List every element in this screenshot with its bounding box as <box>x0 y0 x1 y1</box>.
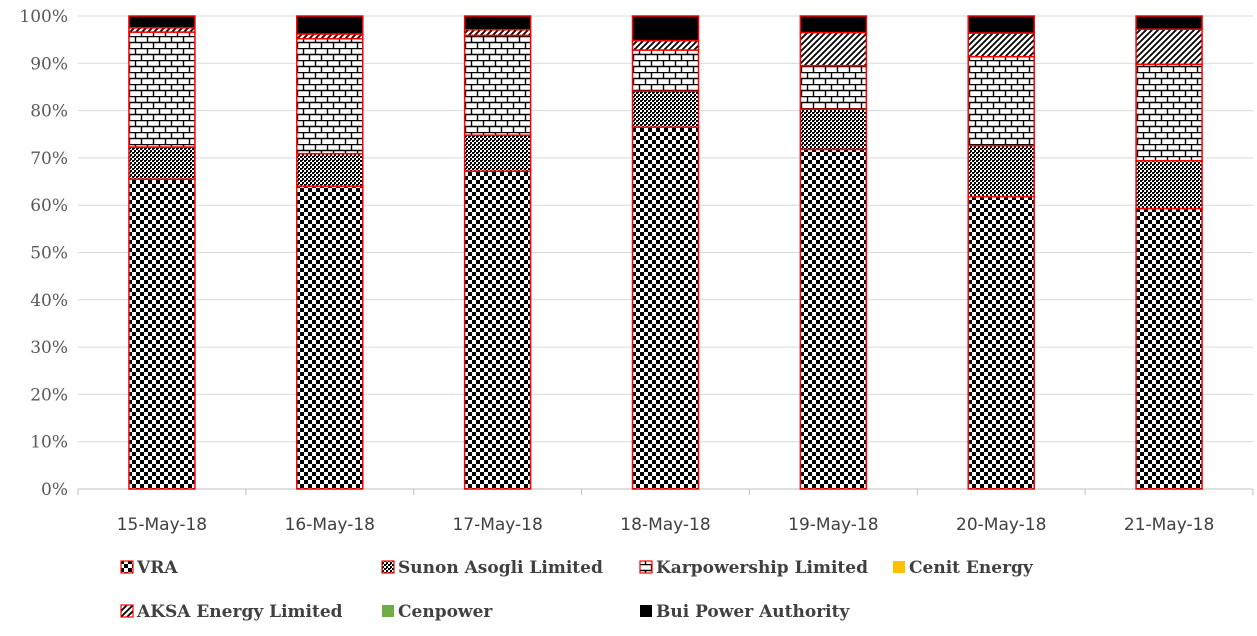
legend-label: Cenit Energy <box>909 558 1034 578</box>
bar-segment-karpowership-limited <box>296 37 364 155</box>
y-tick-label: 30% <box>30 338 68 358</box>
bar-segment-bui-power-authority <box>463 15 532 31</box>
bar-segment-vra <box>967 195 1035 490</box>
legend-swatch <box>381 560 395 574</box>
y-tick-label: 40% <box>30 291 68 311</box>
bar-segment-karpowership-limited <box>799 64 868 110</box>
bar-segment-sunon-asogli-limited <box>463 134 532 172</box>
y-tick-label: 60% <box>30 196 68 216</box>
x-tick-label: 19-May-18 <box>788 515 878 535</box>
legend-swatch <box>639 560 653 574</box>
bar-segment-karpowership-limited <box>967 55 1035 147</box>
bar-segment-sunon-asogli-limited <box>128 146 196 180</box>
x-tick-label: 21-May-18 <box>1124 515 1214 535</box>
bar-segment-sunon-asogli-limited <box>631 90 700 128</box>
x-tick-label: 17-May-18 <box>452 515 542 535</box>
bar-segment-vra <box>631 126 700 490</box>
bar-segment-karpowership-limited <box>1135 63 1203 162</box>
y-tick-label: 70% <box>30 149 68 169</box>
legend-swatch <box>120 560 134 574</box>
legend-label: Bui Power Authority <box>656 602 850 622</box>
bar-segment-aksa-energy-limited <box>631 39 700 51</box>
bar-segment-karpowership-limited <box>631 49 700 92</box>
x-tick-label: 20-May-18 <box>956 515 1046 535</box>
bar-segment-bui-power-authority <box>128 15 196 29</box>
legend-swatch <box>120 604 134 618</box>
legend-swatch <box>640 605 652 617</box>
y-tick-label: 80% <box>30 102 68 122</box>
bar-segment-aksa-energy-limited <box>799 31 868 67</box>
bar-segment-bui-power-authority <box>799 15 868 34</box>
y-tick-label: 20% <box>30 385 68 405</box>
legend-item-cenpower[interactable]: Cenpower <box>382 602 493 622</box>
bar-segment-bui-power-authority <box>631 15 700 42</box>
bar-segment-bui-power-authority <box>967 15 1035 34</box>
bar-segment-vra <box>1135 207 1203 490</box>
legend-item-cenit-energy[interactable]: Cenit Energy <box>893 558 1034 578</box>
bar-segment-karpowership-limited <box>463 34 532 136</box>
legend-item-vra[interactable]: VRA <box>120 558 178 578</box>
legend-item-aksa-energy-limited[interactable]: AKSA Energy Limited <box>120 602 343 622</box>
legend-label: Cenpower <box>398 602 493 622</box>
legend-swatch <box>893 561 905 573</box>
y-axis-ticks: 0% 10% 20% 30% 40% 50% 60% 70% 80% 90% 100% <box>19 7 68 500</box>
bar-segment-bui-power-authority <box>1135 15 1203 30</box>
x-tick-label: 16-May-18 <box>285 515 375 535</box>
bar-segment-sunon-asogli-limited <box>1135 159 1203 210</box>
legend-label: AKSA Energy Limited <box>136 602 343 622</box>
bar-segment-vra <box>296 185 364 490</box>
bar-segment-sunon-asogli-limited <box>799 108 868 151</box>
legend-label: VRA <box>136 558 178 578</box>
bar-segment-vra <box>799 148 868 490</box>
bar-segment-vra <box>463 170 532 490</box>
legend-item-sunon-asogli-limited[interactable]: Sunon Asogli Limited <box>381 558 603 578</box>
bar-segment-aksa-energy-limited <box>1135 28 1203 65</box>
legend-label: Karpowership Limited <box>656 558 868 578</box>
x-tick-label: 18-May-18 <box>620 515 710 535</box>
bar-segment-karpowership-limited <box>128 31 196 148</box>
legend-label: Sunon Asogli Limited <box>398 558 603 578</box>
y-tick-label: 100% <box>19 7 68 27</box>
x-tick-label: 15-May-18 <box>117 515 207 535</box>
legend-swatch <box>382 605 394 617</box>
legend-item-karpowership-limited[interactable]: Karpowership Limited <box>639 558 868 578</box>
y-tick-label: 50% <box>30 244 68 264</box>
y-tick-label: 10% <box>30 433 68 453</box>
bar-segment-aksa-energy-limited <box>463 28 532 37</box>
x-axis-ticks: 15-May-18 16-May-18 17-May-18 18-May-18 19-M… <box>117 515 1215 535</box>
bar-segment-sunon-asogli-limited <box>296 152 364 188</box>
legend: VRA Sunon Asogli Limited Karpowership Limi… <box>120 558 1034 622</box>
y-tick-label: 0% <box>41 480 68 500</box>
bars <box>128 15 1203 490</box>
bar-segment-bui-power-authority <box>296 15 364 35</box>
bar-segment-vra <box>128 178 196 490</box>
bar-segment-sunon-asogli-limited <box>967 144 1035 198</box>
y-tick-label: 90% <box>30 54 68 74</box>
bar-segment-aksa-energy-limited <box>967 32 1035 58</box>
legend-item-bui-power-authority[interactable]: Bui Power Authority <box>640 602 850 622</box>
